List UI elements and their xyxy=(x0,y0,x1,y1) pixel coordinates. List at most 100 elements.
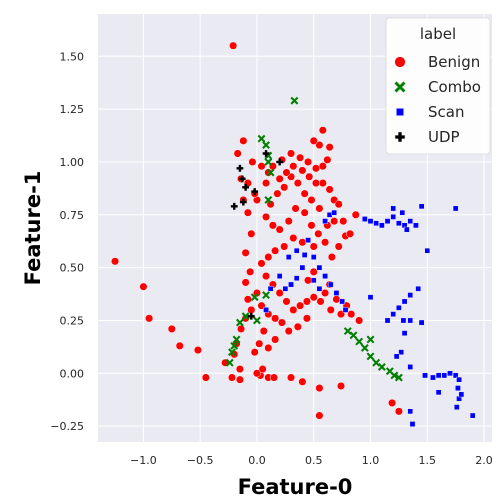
scan-point xyxy=(441,372,448,379)
combo-point xyxy=(250,293,259,302)
benign-point xyxy=(175,341,184,350)
y-axis-title: Feature-1 xyxy=(21,171,45,286)
benign-point xyxy=(255,339,264,348)
series-combo xyxy=(225,96,403,382)
scan-point xyxy=(390,205,397,212)
combo-point xyxy=(228,348,236,357)
benign-point xyxy=(241,248,250,257)
benign-point xyxy=(261,179,271,188)
benign-point xyxy=(277,318,286,327)
scan-point xyxy=(396,304,402,311)
combo-point xyxy=(225,358,234,367)
benign-point xyxy=(235,365,244,374)
benign-point xyxy=(271,246,280,255)
legend-label: Scan xyxy=(428,103,464,121)
benign-point xyxy=(339,217,348,226)
combo-point xyxy=(360,344,369,352)
benign-point xyxy=(307,221,316,230)
scan-point xyxy=(409,421,416,427)
scan-point xyxy=(367,294,374,301)
series-benign xyxy=(110,41,403,420)
scan-point xyxy=(310,277,317,284)
benign-point xyxy=(257,162,266,171)
combo-point xyxy=(235,318,244,327)
benign-point xyxy=(247,305,256,314)
combo-point xyxy=(355,337,364,346)
y-tick-label: 1.00 xyxy=(60,156,85,169)
benign-point xyxy=(271,335,280,344)
combo-point xyxy=(264,196,273,204)
udp-point xyxy=(230,202,238,210)
scan-point xyxy=(456,376,462,383)
benign-point xyxy=(241,278,250,287)
scan-point xyxy=(407,364,414,370)
y-tick-label: 0.75 xyxy=(60,209,85,222)
combo-point xyxy=(262,291,270,300)
legend-marker xyxy=(396,108,404,116)
combo-point xyxy=(253,316,261,325)
benign-point xyxy=(326,305,335,314)
benign-point xyxy=(316,297,325,306)
scan-point xyxy=(404,226,410,233)
y-tick-label: 0.00 xyxy=(60,367,85,380)
benign-point xyxy=(296,301,305,310)
scan-point xyxy=(322,218,328,224)
benign-point xyxy=(309,293,318,302)
x-axis-ticks: −1.0 −0.5 0.0 0.5 1.0 1.5 2.0 xyxy=(130,454,493,467)
benign-point xyxy=(327,253,336,262)
y-tick-label: 0.25 xyxy=(60,314,85,327)
benign-point xyxy=(325,143,334,152)
scan-point xyxy=(435,389,442,396)
benign-point xyxy=(284,217,293,226)
benign-point xyxy=(311,179,321,188)
benign-point xyxy=(233,149,242,158)
benign-point xyxy=(273,189,282,198)
benign-point xyxy=(321,288,330,298)
benign-point xyxy=(309,136,318,145)
benign-point xyxy=(145,314,154,323)
benign-point xyxy=(311,164,321,173)
legend-label: Benign xyxy=(428,53,480,71)
benign-point xyxy=(280,183,289,192)
scan-point xyxy=(415,285,421,292)
benign-point xyxy=(167,324,176,333)
combo-point xyxy=(366,335,375,344)
y-tick-label: 0.50 xyxy=(60,262,85,275)
benign-point xyxy=(302,297,311,306)
benign-point xyxy=(315,411,324,420)
benign-point xyxy=(275,225,284,234)
y-tick-label: 1.25 xyxy=(60,103,85,116)
benign-point xyxy=(305,172,314,181)
benign-point xyxy=(275,174,284,183)
x-tick-label: 0.5 xyxy=(305,454,323,467)
legend-marker xyxy=(394,81,406,93)
benign-point xyxy=(296,153,305,162)
benign-point xyxy=(332,295,341,304)
legend-entry-combo: Combo xyxy=(394,78,481,96)
scan-point xyxy=(299,264,306,271)
benign-point xyxy=(246,267,255,276)
combo-point xyxy=(264,158,273,166)
benign-point xyxy=(269,373,279,382)
udp-point xyxy=(242,183,250,191)
benign-point xyxy=(239,136,248,145)
benign-point xyxy=(252,288,262,298)
x-tick-label: 1.5 xyxy=(419,454,437,467)
y-tick-label: 1.50 xyxy=(60,50,85,63)
benign-point xyxy=(248,157,257,167)
scan-point xyxy=(447,370,453,377)
x-tick-label: 2.0 xyxy=(475,454,493,467)
benign-point xyxy=(300,208,309,217)
gridlines xyxy=(98,14,492,442)
scan-point xyxy=(455,385,461,391)
benign-point xyxy=(388,398,397,407)
scan-point xyxy=(407,218,414,224)
benign-point xyxy=(298,166,307,175)
benign-point xyxy=(268,221,277,230)
benign-point xyxy=(298,238,307,247)
benign-point xyxy=(334,242,343,251)
benign-point xyxy=(323,155,332,164)
scan-point xyxy=(452,372,459,379)
scan-point xyxy=(469,412,476,419)
benign-point xyxy=(309,267,318,276)
